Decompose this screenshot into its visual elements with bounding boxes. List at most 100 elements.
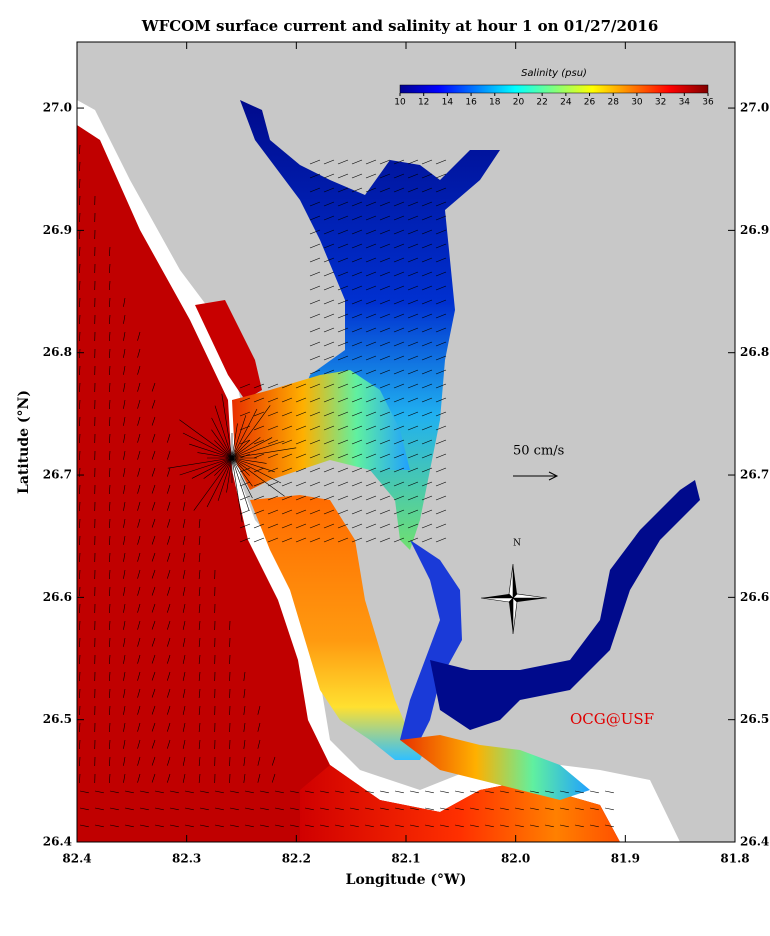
colorbar-tick-label: 36	[702, 98, 714, 108]
vector	[323, 509, 335, 515]
vector	[337, 271, 349, 277]
vector	[167, 671, 171, 681]
vector	[319, 807, 329, 811]
vector	[259, 790, 269, 794]
vector	[499, 790, 509, 794]
vector	[435, 257, 447, 263]
vector	[281, 383, 293, 389]
vector	[435, 481, 447, 487]
vector	[137, 722, 141, 732]
vector	[211, 417, 233, 459]
vector	[379, 257, 391, 263]
vector	[151, 739, 156, 749]
vector	[365, 243, 377, 249]
vector	[137, 586, 141, 596]
scale-label: 50 cm/s	[513, 444, 564, 459]
vector	[337, 299, 349, 305]
vector	[229, 807, 239, 811]
vector	[323, 187, 335, 193]
vector	[337, 439, 349, 445]
vector	[351, 327, 363, 333]
vector	[394, 790, 404, 794]
vector	[123, 365, 126, 375]
vector	[421, 509, 433, 515]
vector	[239, 453, 251, 459]
vector	[271, 773, 276, 783]
vector	[435, 159, 447, 165]
vector	[253, 537, 265, 543]
vector	[351, 439, 363, 445]
vector	[407, 509, 419, 515]
vector	[167, 739, 171, 749]
vector	[407, 159, 419, 165]
vector	[529, 824, 539, 828]
vector	[214, 440, 233, 459]
map-title: WFCOM surface current and salinity at ho…	[141, 17, 659, 35]
vector	[421, 439, 433, 445]
vector	[198, 705, 201, 715]
vector	[421, 243, 433, 249]
vector	[393, 537, 405, 543]
vector	[309, 397, 321, 403]
vector	[259, 824, 269, 828]
vector	[574, 790, 584, 794]
gulf-south	[300, 765, 620, 842]
vector	[544, 824, 554, 828]
vector	[167, 552, 171, 562]
vector	[109, 348, 111, 358]
vector	[267, 495, 279, 501]
vector	[167, 773, 171, 783]
vector	[365, 481, 377, 487]
vector	[198, 552, 201, 562]
vector	[123, 620, 126, 630]
vector	[365, 523, 377, 529]
x-tick-label: 82.3	[172, 852, 201, 866]
vector	[365, 299, 377, 305]
vector	[435, 173, 447, 179]
vector	[351, 425, 363, 431]
vector	[79, 178, 81, 189]
vector	[79, 229, 81, 240]
vector	[109, 280, 111, 290]
vector	[309, 285, 321, 291]
vector	[351, 229, 363, 235]
credit: OCG@USF	[570, 710, 654, 728]
vector	[151, 654, 156, 664]
vector	[323, 439, 335, 445]
vector	[309, 243, 321, 249]
vector	[604, 807, 614, 811]
vector	[281, 467, 293, 473]
vector	[109, 773, 111, 783]
vector	[295, 467, 307, 473]
vector	[214, 405, 233, 459]
vector	[193, 457, 233, 511]
vector	[137, 739, 141, 749]
vector	[393, 257, 405, 263]
vector	[337, 341, 349, 347]
vector	[79, 586, 81, 597]
vector	[349, 807, 359, 811]
vector	[365, 453, 377, 459]
vector	[79, 620, 81, 631]
vector	[435, 187, 447, 193]
vector	[182, 432, 233, 459]
vector	[239, 537, 251, 543]
vector	[79, 739, 81, 750]
vector	[109, 484, 111, 494]
vector	[231, 408, 258, 459]
vector	[167, 756, 171, 766]
vector	[309, 187, 321, 193]
vector	[257, 756, 261, 766]
vector	[151, 603, 156, 613]
vector	[79, 348, 81, 359]
colorbar	[399, 84, 709, 94]
vector	[407, 243, 419, 249]
vector	[365, 285, 377, 291]
vector	[151, 501, 156, 511]
vector	[393, 523, 405, 529]
colorbar-tick-label: 22	[536, 98, 547, 108]
vector	[139, 824, 149, 828]
vector	[239, 495, 251, 501]
vector	[123, 484, 126, 494]
vector	[421, 495, 433, 501]
